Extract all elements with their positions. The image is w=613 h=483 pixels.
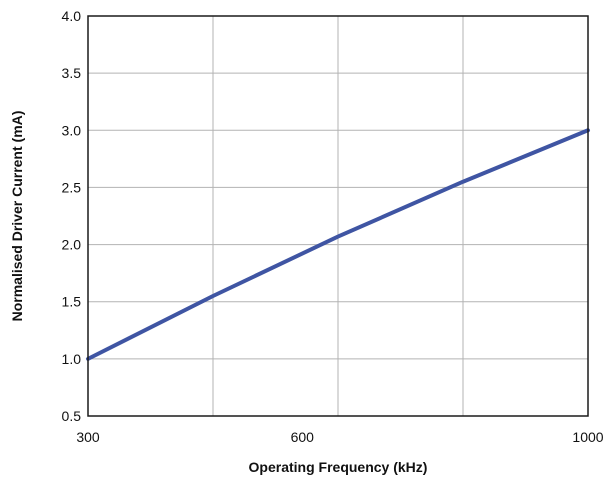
y-axis-title: Normalised Driver Current (mA) [9,111,25,322]
y-tick-label: 4.0 [62,8,82,24]
plot-frame [87,15,589,417]
x-tick-label: 1000 [572,429,603,445]
y-tick-label: 3.0 [62,122,82,138]
series-line [86,128,590,361]
series-layer [86,128,590,361]
grid-lines [87,15,589,417]
y-tick-label: 2.5 [62,179,82,195]
y-tick-labels: 0.5 1.0 1.5 2.0 2.5 3.0 3.5 4.0 [62,8,82,424]
x-tick-label: 300 [76,429,100,445]
y-tick-label: 1.0 [62,351,82,367]
y-tick-label: 3.5 [62,65,82,81]
y-tick-label: 0.5 [62,408,82,424]
y-tick-label: 2.0 [62,237,82,253]
x-tick-label: 600 [291,429,315,445]
y-tick-label: 1.5 [62,294,82,310]
x-tick-labels: 300 600 1000 [76,429,603,445]
x-axis-title: Operating Frequency (kHz) [249,459,428,475]
